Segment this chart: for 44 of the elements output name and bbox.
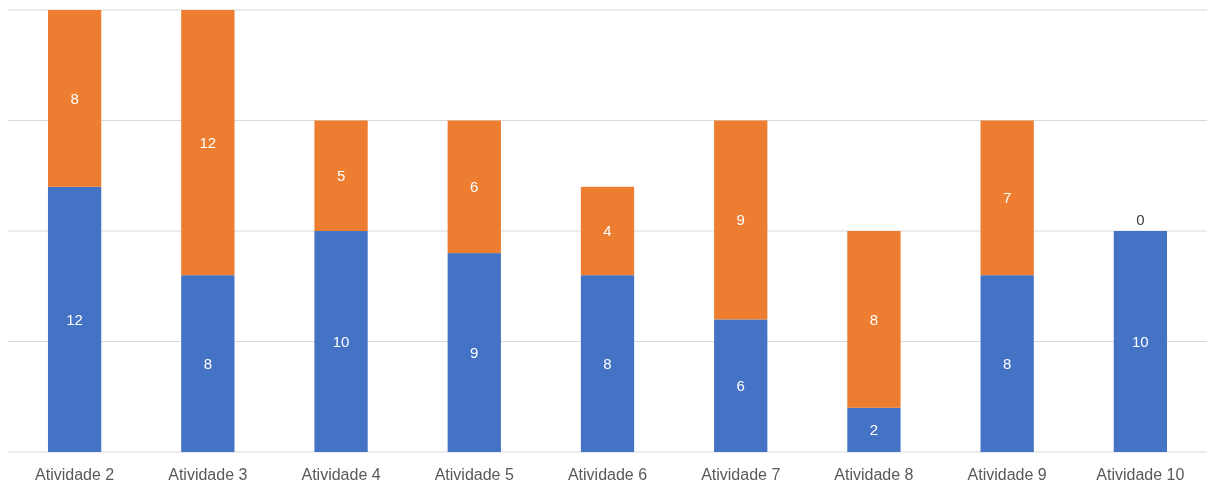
bar (181, 10, 235, 276)
data-label: 5 (336, 167, 346, 184)
data-label: 8 (203, 354, 213, 372)
data-label: 12 (66, 310, 83, 328)
bar (47, 10, 102, 187)
data-label: 4 (603, 222, 612, 240)
x-tick-label: Atividade 4 (301, 466, 381, 483)
bar (714, 120, 768, 320)
bar (447, 120, 501, 254)
x-tick-label: Atividade 9 (967, 466, 1047, 483)
bar (447, 253, 501, 452)
bar (847, 231, 901, 408)
bar (714, 319, 768, 452)
x-tick-label: Atividade 3 (168, 466, 248, 483)
bar (1113, 231, 1168, 452)
bar (314, 120, 368, 231)
x-tick-label: Atividade 6 (567, 466, 648, 483)
bar (847, 407, 901, 452)
x-tick-label: Atividade 7 (701, 466, 781, 483)
data-label: 8 (70, 89, 79, 107)
data-label: 0 (1136, 211, 1145, 228)
bar (980, 120, 1034, 276)
bar (181, 275, 235, 452)
data-label: 8 (603, 354, 612, 372)
bar (314, 231, 368, 452)
data-label: 8 (1002, 354, 1012, 372)
x-tick-label: Atividade 5 (434, 466, 514, 483)
bar (580, 275, 635, 452)
data-label: 6 (736, 376, 745, 394)
data-label: 10 (1132, 332, 1149, 350)
data-label: 7 (1002, 189, 1012, 207)
data-label: 8 (869, 310, 879, 328)
data-label: 10 (332, 332, 350, 350)
data-label: 6 (470, 178, 479, 196)
bar (47, 186, 102, 452)
data-label: 2 (869, 421, 879, 439)
data-label: 9 (736, 211, 745, 229)
data-label: 12 (199, 133, 217, 151)
x-tick-label: Atividade 10 (1096, 466, 1185, 483)
bar (980, 275, 1034, 452)
x-tick-label: Atividade 2 (35, 466, 115, 483)
data-label: 9 (470, 343, 479, 361)
x-tick-label: Atividade 8 (834, 466, 914, 483)
bar (580, 186, 635, 276)
